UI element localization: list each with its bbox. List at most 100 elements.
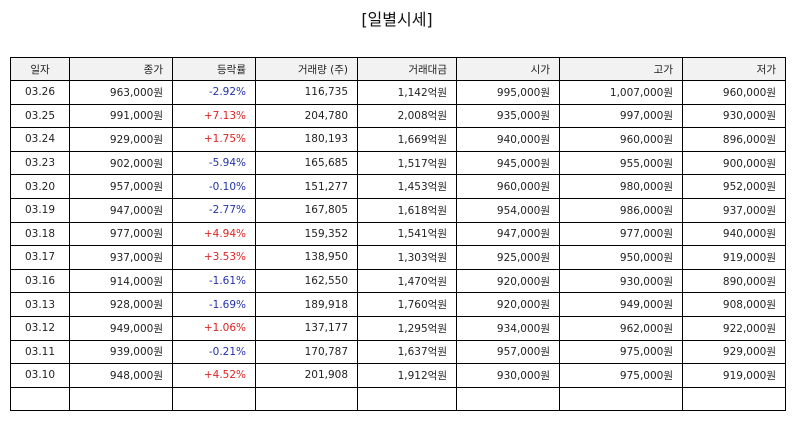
cell-date: 03.11 xyxy=(10,339,70,365)
empty-cell xyxy=(10,386,70,412)
table-row: 03.17 937,000원 +3.53% 138,950 1,303억원 925,000… xyxy=(10,245,786,270)
table-row: 03.23 902,000원 -5.94% 165,685 1,517억원 945,000… xyxy=(10,150,786,176)
header-high: 고가 xyxy=(559,57,683,81)
cell-date: 03.24 xyxy=(10,127,70,152)
header-close: 종가 xyxy=(69,57,173,81)
header-volume: 거래량 (주) xyxy=(255,57,358,81)
empty-cell xyxy=(682,386,786,412)
cell-date: 03.18 xyxy=(10,221,70,247)
cell-close: 949,000원 xyxy=(69,315,173,341)
cell-open: 920,000원 xyxy=(456,292,560,317)
cell-change-rate: +4.94% xyxy=(172,221,256,247)
cell-high: 955,000원 xyxy=(559,150,683,176)
empty-cell xyxy=(456,386,560,412)
cell-high: 980,000원 xyxy=(559,174,683,199)
cell-close: 939,000원 xyxy=(69,339,173,365)
table-row: 03.26 963,000원 -2.92% 116,735 1,142억원 995,000… xyxy=(10,80,786,105)
cell-low: 922,000원 xyxy=(682,315,786,341)
cell-low: 930,000원 xyxy=(682,103,786,129)
table-body: 03.26 963,000원 -2.92% 116,735 1,142억원 995,000… xyxy=(10,80,786,412)
cell-close: 963,000원 xyxy=(69,80,173,105)
cell-amount: 1,618억원 xyxy=(357,197,457,223)
cell-date: 03.20 xyxy=(10,174,70,199)
header-amount: 거래대금 xyxy=(357,57,457,81)
cell-amount: 1,295억원 xyxy=(357,315,457,341)
table-row: 03.13 928,000원 -1.69% 189,918 1,760억원 920,000… xyxy=(10,292,786,317)
cell-close: 928,000원 xyxy=(69,292,173,317)
cell-amount: 1,517억원 xyxy=(357,150,457,176)
cell-high: 960,000원 xyxy=(559,127,683,152)
table-row: 03.19 947,000원 -2.77% 167,805 1,618억원 954,000… xyxy=(10,197,786,223)
cell-close: 957,000원 xyxy=(69,174,173,199)
cell-change-rate: +7.13% xyxy=(172,103,256,129)
cell-open: 935,000원 xyxy=(456,103,560,129)
cell-open: 995,000원 xyxy=(456,80,560,105)
cell-date: 03.26 xyxy=(10,80,70,105)
cell-low: 919,000원 xyxy=(682,363,786,388)
cell-volume: 138,950 xyxy=(255,245,358,270)
header-change-rate: 등락률 xyxy=(172,57,256,81)
cell-change-rate: +3.53% xyxy=(172,245,256,270)
cell-open: 954,000원 xyxy=(456,197,560,223)
header-date: 일자 xyxy=(10,57,70,81)
cell-low: 960,000원 xyxy=(682,80,786,105)
cell-amount: 1,669억원 xyxy=(357,127,457,152)
cell-close: 929,000원 xyxy=(69,127,173,152)
cell-high: 949,000원 xyxy=(559,292,683,317)
table-row: 03.20 957,000원 -0.10% 151,277 1,453억원 960,000… xyxy=(10,174,786,199)
cell-high: 950,000원 xyxy=(559,245,683,270)
cell-volume: 167,805 xyxy=(255,197,358,223)
cell-volume: 162,550 xyxy=(255,268,358,294)
cell-amount: 1,303억원 xyxy=(357,245,457,270)
cell-low: 900,000원 xyxy=(682,150,786,176)
cell-amount: 1,453억원 xyxy=(357,174,457,199)
cell-amount: 1,541억원 xyxy=(357,221,457,247)
cell-low: 937,000원 xyxy=(682,197,786,223)
cell-low: 919,000원 xyxy=(682,245,786,270)
table-row: 03.16 914,000원 -1.61% 162,550 1,470억원 920,000… xyxy=(10,268,786,294)
empty-cell xyxy=(172,386,256,412)
empty-row xyxy=(10,386,786,412)
cell-high: 930,000원 xyxy=(559,268,683,294)
empty-cell xyxy=(69,386,173,412)
cell-open: 920,000원 xyxy=(456,268,560,294)
cell-high: 975,000원 xyxy=(559,363,683,388)
empty-cell xyxy=(357,386,457,412)
cell-high: 977,000원 xyxy=(559,221,683,247)
cell-open: 925,000원 xyxy=(456,245,560,270)
empty-cell xyxy=(255,386,358,412)
cell-low: 896,000원 xyxy=(682,127,786,152)
cell-volume: 151,277 xyxy=(255,174,358,199)
cell-low: 890,000원 xyxy=(682,268,786,294)
page-title: [일별시세] xyxy=(361,10,433,29)
cell-amount: 2,008억원 xyxy=(357,103,457,129)
cell-date: 03.13 xyxy=(10,292,70,317)
cell-volume: 201,908 xyxy=(255,363,358,388)
table-row: 03.18 977,000원 +4.94% 159,352 1,541억원 947,000… xyxy=(10,221,786,247)
cell-date: 03.23 xyxy=(10,150,70,176)
daily-price-table: 일자 종가 등락률 거래량 (주) 거래대금 시가 고가 저가 03.26 963… xyxy=(10,57,786,412)
cell-change-rate: +1.75% xyxy=(172,127,256,152)
cell-date: 03.10 xyxy=(10,363,70,388)
cell-close: 948,000원 xyxy=(69,363,173,388)
cell-change-rate: -0.10% xyxy=(172,174,256,199)
cell-close: 947,000원 xyxy=(69,197,173,223)
cell-amount: 1,142억원 xyxy=(357,80,457,105)
cell-date: 03.25 xyxy=(10,103,70,129)
cell-volume: 159,352 xyxy=(255,221,358,247)
cell-amount: 1,912억원 xyxy=(357,363,457,388)
cell-close: 902,000원 xyxy=(69,150,173,176)
cell-high: 1,007,000원 xyxy=(559,80,683,105)
cell-open: 934,000원 xyxy=(456,315,560,341)
cell-volume: 170,787 xyxy=(255,339,358,365)
cell-change-rate: -1.61% xyxy=(172,268,256,294)
cell-close: 991,000원 xyxy=(69,103,173,129)
cell-open: 940,000원 xyxy=(456,127,560,152)
header-open: 시가 xyxy=(456,57,560,81)
cell-change-rate: -5.94% xyxy=(172,150,256,176)
cell-open: 930,000원 xyxy=(456,363,560,388)
cell-close: 914,000원 xyxy=(69,268,173,294)
cell-high: 975,000원 xyxy=(559,339,683,365)
cell-high: 997,000원 xyxy=(559,103,683,129)
table-row: 03.25 991,000원 +7.13% 204,780 2,008억원 935,000… xyxy=(10,103,786,129)
